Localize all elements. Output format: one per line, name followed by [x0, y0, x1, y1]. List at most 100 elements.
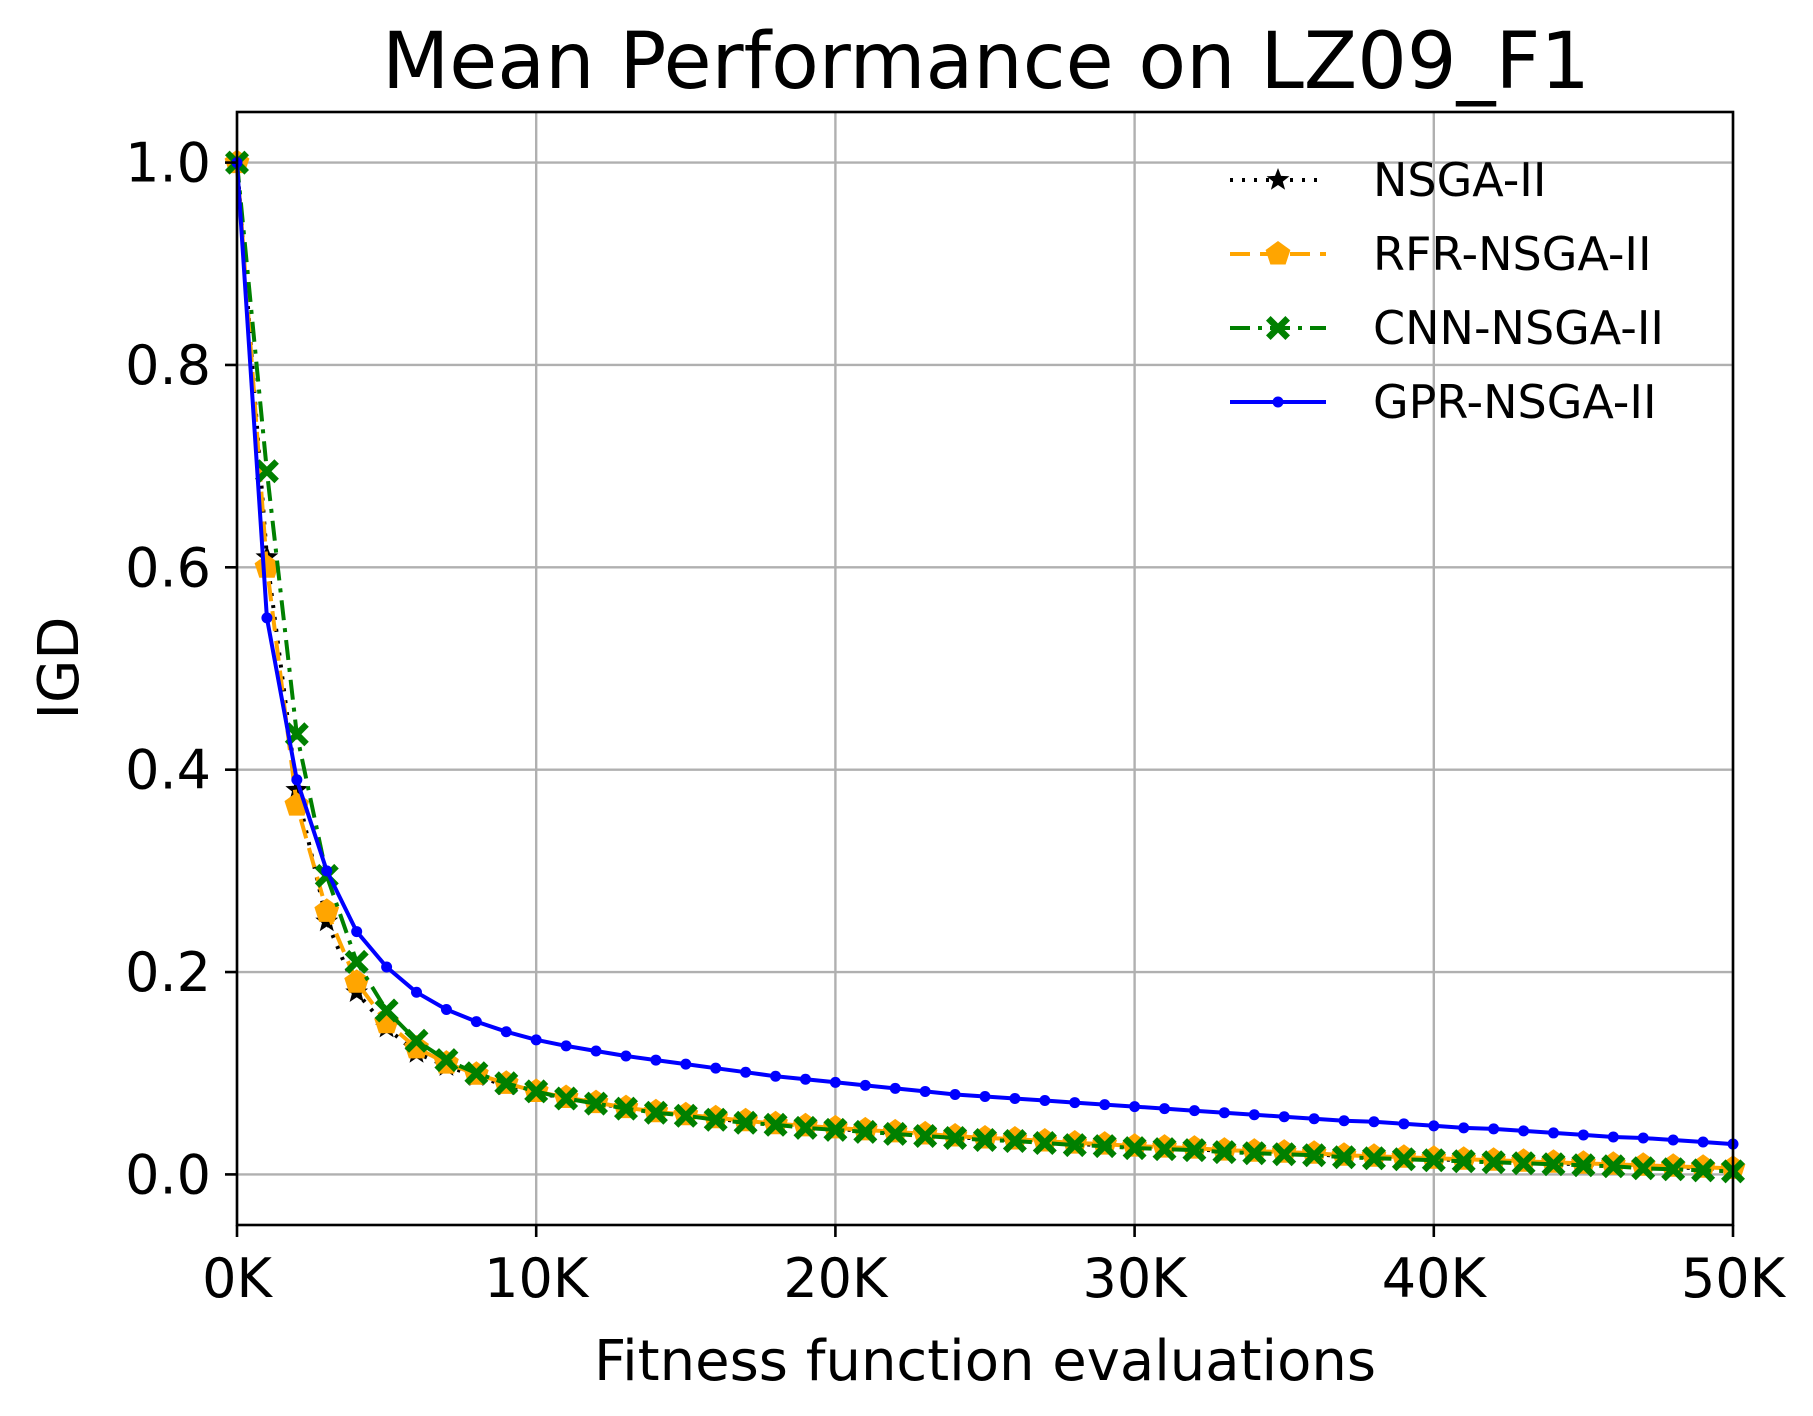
- data-point-cnn-nsga-ii: [1511, 1151, 1536, 1176]
- data-point-cnn-nsga-ii: [524, 1079, 549, 1104]
- data-point-cnn-nsga-ii: [1272, 1142, 1297, 1167]
- data-point-gpr-nsga-ii: [560, 1040, 572, 1052]
- data-point-gpr-nsga-ii: [1458, 1122, 1470, 1134]
- x-tick-label: 20K: [783, 1247, 889, 1310]
- data-point-gpr-nsga-ii: [1099, 1099, 1111, 1111]
- data-point-gpr-nsga-ii: [1039, 1095, 1051, 1107]
- data-point-gpr-nsga-ii: [1159, 1103, 1171, 1115]
- legend-label: RFR-NSGA-II: [1373, 227, 1652, 281]
- data-point-gpr-nsga-ii: [770, 1070, 782, 1082]
- data-point-cnn-nsga-ii: [673, 1103, 698, 1128]
- data-point-cnn-nsga-ii: [1601, 1154, 1626, 1179]
- data-point-cnn-nsga-ii: [1212, 1140, 1237, 1165]
- data-point-gpr-nsga-ii: [799, 1073, 811, 1085]
- legend-label: NSGA-II: [1373, 153, 1546, 207]
- x-tick-label: 40K: [1382, 1247, 1488, 1310]
- y-axis: 0.0 0.2 0.4 0.6 0.8 1.0: [125, 132, 237, 1206]
- data-point-cnn-nsga-ii: [643, 1100, 668, 1125]
- data-point-cnn-nsga-ii: [374, 998, 399, 1023]
- data-point-cnn-nsga-ii: [1391, 1147, 1416, 1172]
- data-point-gpr-nsga-ii: [1129, 1101, 1141, 1113]
- data-point-gpr-nsga-ii: [740, 1066, 752, 1078]
- data-point-gpr-nsga-ii: [1248, 1109, 1260, 1121]
- data-point-cnn-nsga-ii: [1242, 1141, 1267, 1166]
- data-point-gpr-nsga-ii: [470, 1016, 482, 1028]
- legend-entry-nsga-ii: NSGA-II: [1230, 153, 1546, 207]
- data-point-gpr-nsga-ii: [919, 1085, 931, 1097]
- data-point-cnn-nsga-ii: [1002, 1129, 1027, 1153]
- data-point-gpr-nsga-ii: [1338, 1115, 1350, 1127]
- data-point-cnn-nsga-ii: [1571, 1153, 1596, 1178]
- data-point-cnn-nsga-ii: [733, 1110, 758, 1135]
- data-point-gpr-nsga-ii: [1069, 1097, 1081, 1109]
- legend-label: GPR-NSGA-II: [1373, 375, 1657, 429]
- data-point-cnn-nsga-ii: [703, 1107, 728, 1132]
- data-point-cnn-nsga-ii: [973, 1128, 997, 1152]
- data-point-gpr-nsga-ii: [1428, 1120, 1440, 1132]
- data-point-cnn-nsga-ii: [584, 1091, 608, 1116]
- data-point-gpr-nsga-ii: [1488, 1123, 1500, 1135]
- data-point-cnn-nsga-ii: [1122, 1136, 1147, 1161]
- y-tick-label: 0.6: [125, 536, 211, 599]
- y-axis-label: IGD: [27, 616, 92, 719]
- data-point-gpr-nsga-ii: [1518, 1125, 1530, 1137]
- legend-swatch-marker: [1265, 241, 1291, 265]
- data-point-cnn-nsga-ii: [1691, 1158, 1716, 1183]
- data-point-cnn-nsga-ii: [1332, 1145, 1356, 1170]
- data-point-cnn-nsga-ii: [913, 1124, 938, 1148]
- x-tick-label: 50K: [1681, 1247, 1787, 1310]
- data-point-cnn-nsga-ii: [344, 949, 369, 974]
- data-point-nsga-ii: [285, 777, 309, 800]
- data-point-cnn-nsga-ii: [1062, 1133, 1087, 1158]
- series-cnn-nsga-ii: [225, 150, 1745, 1184]
- data-point-cnn-nsga-ii: [883, 1121, 908, 1146]
- data-point-gpr-nsga-ii: [1637, 1132, 1649, 1144]
- data-point-cnn-nsga-ii: [853, 1119, 878, 1144]
- legend: NSGA-II RFR-NSGA-II CNN-NSGA-II GPR-NSGA-II: [1230, 153, 1664, 429]
- data-point-gpr-nsga-ii: [1697, 1136, 1709, 1148]
- data-point-cnn-nsga-ii: [1481, 1150, 1506, 1175]
- data-point-gpr-nsga-ii: [381, 961, 393, 973]
- x-tick-label: 0K: [202, 1247, 273, 1310]
- data-point-gpr-nsga-ii: [1009, 1093, 1021, 1105]
- series-layer: [224, 149, 1746, 1184]
- data-point-gpr-nsga-ii: [949, 1088, 961, 1100]
- y-tick-label: 0.0: [125, 1143, 211, 1206]
- data-point-gpr-nsga-ii: [1577, 1129, 1589, 1141]
- data-point-gpr-nsga-ii: [979, 1090, 991, 1102]
- data-point-gpr-nsga-ii: [1278, 1111, 1290, 1123]
- legend-label: CNN-NSGA-II: [1373, 301, 1664, 355]
- x-axis: 0K 10K 20K 30K 40K 50K: [202, 1225, 1787, 1310]
- x-tick-label: 10K: [484, 1247, 590, 1310]
- data-point-cnn-nsga-ii: [1182, 1138, 1207, 1163]
- data-point-gpr-nsga-ii: [680, 1058, 692, 1070]
- data-point-gpr-nsga-ii: [351, 926, 363, 938]
- legend-entry-gpr-nsga-ii: GPR-NSGA-II: [1230, 375, 1657, 429]
- data-point-cnn-nsga-ii: [1451, 1149, 1476, 1174]
- legend-swatch-marker: [1266, 168, 1290, 190]
- y-tick-label: 0.8: [125, 334, 211, 397]
- data-point-cnn-nsga-ii: [793, 1115, 818, 1140]
- data-point-cnn-nsga-ii: [763, 1112, 788, 1137]
- data-point-cnn-nsga-ii: [1092, 1134, 1117, 1159]
- data-point-gpr-nsga-ii: [1218, 1107, 1230, 1119]
- data-point-cnn-nsga-ii: [1541, 1152, 1566, 1177]
- data-point-gpr-nsga-ii: [710, 1062, 722, 1074]
- legend-swatch-marker: [1266, 316, 1290, 340]
- data-point-gpr-nsga-ii: [411, 986, 423, 998]
- data-point-gpr-nsga-ii: [1368, 1116, 1380, 1128]
- data-point-cnn-nsga-ii: [614, 1096, 638, 1121]
- data-point-gpr-nsga-ii: [321, 865, 333, 877]
- data-point-cnn-nsga-ii: [1152, 1137, 1177, 1162]
- data-point-cnn-nsga-ii: [404, 1028, 429, 1053]
- data-point-gpr-nsga-ii: [1308, 1113, 1320, 1125]
- legend-swatch-marker: [1272, 396, 1284, 408]
- data-point-gpr-nsga-ii: [1667, 1134, 1679, 1146]
- data-point-gpr-nsga-ii: [530, 1034, 542, 1046]
- data-point-cnn-nsga-ii: [943, 1126, 968, 1150]
- data-point-gpr-nsga-ii: [859, 1079, 871, 1091]
- data-point-gpr-nsga-ii: [500, 1026, 512, 1038]
- data-point-rfr-nsga-ii: [254, 554, 280, 578]
- data-point-cnn-nsga-ii: [1661, 1157, 1686, 1182]
- data-point-gpr-nsga-ii: [650, 1054, 662, 1066]
